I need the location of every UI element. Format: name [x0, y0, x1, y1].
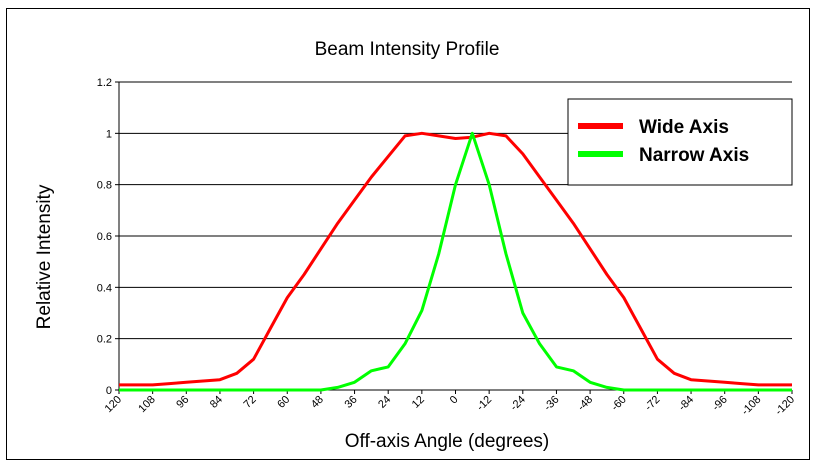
- x-tick-label: 0: [448, 394, 461, 407]
- x-tick-label: 108: [136, 394, 157, 415]
- x-tick-label: -60: [609, 394, 629, 414]
- x-tick-label: -120: [773, 394, 797, 418]
- y-tick-label: 0.8: [97, 180, 112, 192]
- x-tick-label: 72: [242, 394, 259, 411]
- x-tick-label: -12: [475, 394, 495, 414]
- x-axis-label: Off-axis Angle (degrees): [345, 431, 550, 452]
- x-tick-label: 36: [343, 394, 360, 411]
- chart-title: Beam Intensity Profile: [315, 39, 500, 60]
- y-tick-label: 0.2: [97, 334, 112, 346]
- x-tick-label: 12: [410, 394, 427, 411]
- y-axis-label: Relative Intensity: [34, 184, 55, 329]
- x-tick-label: 48: [309, 394, 326, 411]
- legend-label-narrow-axis: Narrow Axis: [639, 145, 749, 166]
- series-line-wide-axis: [119, 131, 792, 387]
- x-tick-labels: 120 108 96 84 72 60 48 36 24 12 0 -12 -24 -36 -48 -60 -7…: [103, 394, 797, 418]
- y-tick-label: 1.2: [97, 77, 112, 89]
- legend-box: [567, 98, 793, 186]
- y-tick-label: 0: [106, 385, 112, 397]
- x-tick-label: -84: [676, 394, 696, 414]
- y-tick-label: 1: [106, 128, 112, 140]
- x-tick-label: 24: [376, 394, 393, 411]
- y-tick-labels: 0 0.2 0.4 0.6 0.8 1 1.2: [97, 77, 112, 397]
- line-chart: Beam Intensity Profile 0 0.2 0.4 0.6 0.8 1 1.2…: [34, 39, 797, 452]
- x-tick-label: 60: [275, 394, 292, 411]
- x-tick-label: -96: [710, 394, 730, 414]
- x-tick-label: -48: [575, 394, 595, 414]
- x-tick-label: -36: [542, 394, 562, 414]
- legend: Wide Axis Narrow Axis: [567, 98, 793, 186]
- y-tick-label: 0.4: [97, 282, 112, 294]
- x-tick-label: -24: [508, 394, 528, 414]
- series-line-narrow-axis: [119, 131, 792, 392]
- x-tick-label: 84: [208, 394, 225, 411]
- y-tick-label: 0.6: [97, 231, 112, 243]
- x-tick-label: -72: [643, 394, 663, 414]
- x-tick-label: 96: [174, 394, 191, 411]
- series-lines: [119, 131, 792, 392]
- grid-lines: [119, 81, 792, 340]
- chart-frame: Beam Intensity Profile 0 0.2 0.4 0.6 0.8 1 1.2…: [6, 8, 810, 460]
- x-tick-label: -108: [739, 394, 763, 418]
- legend-label-wide-axis: Wide Axis: [639, 117, 729, 138]
